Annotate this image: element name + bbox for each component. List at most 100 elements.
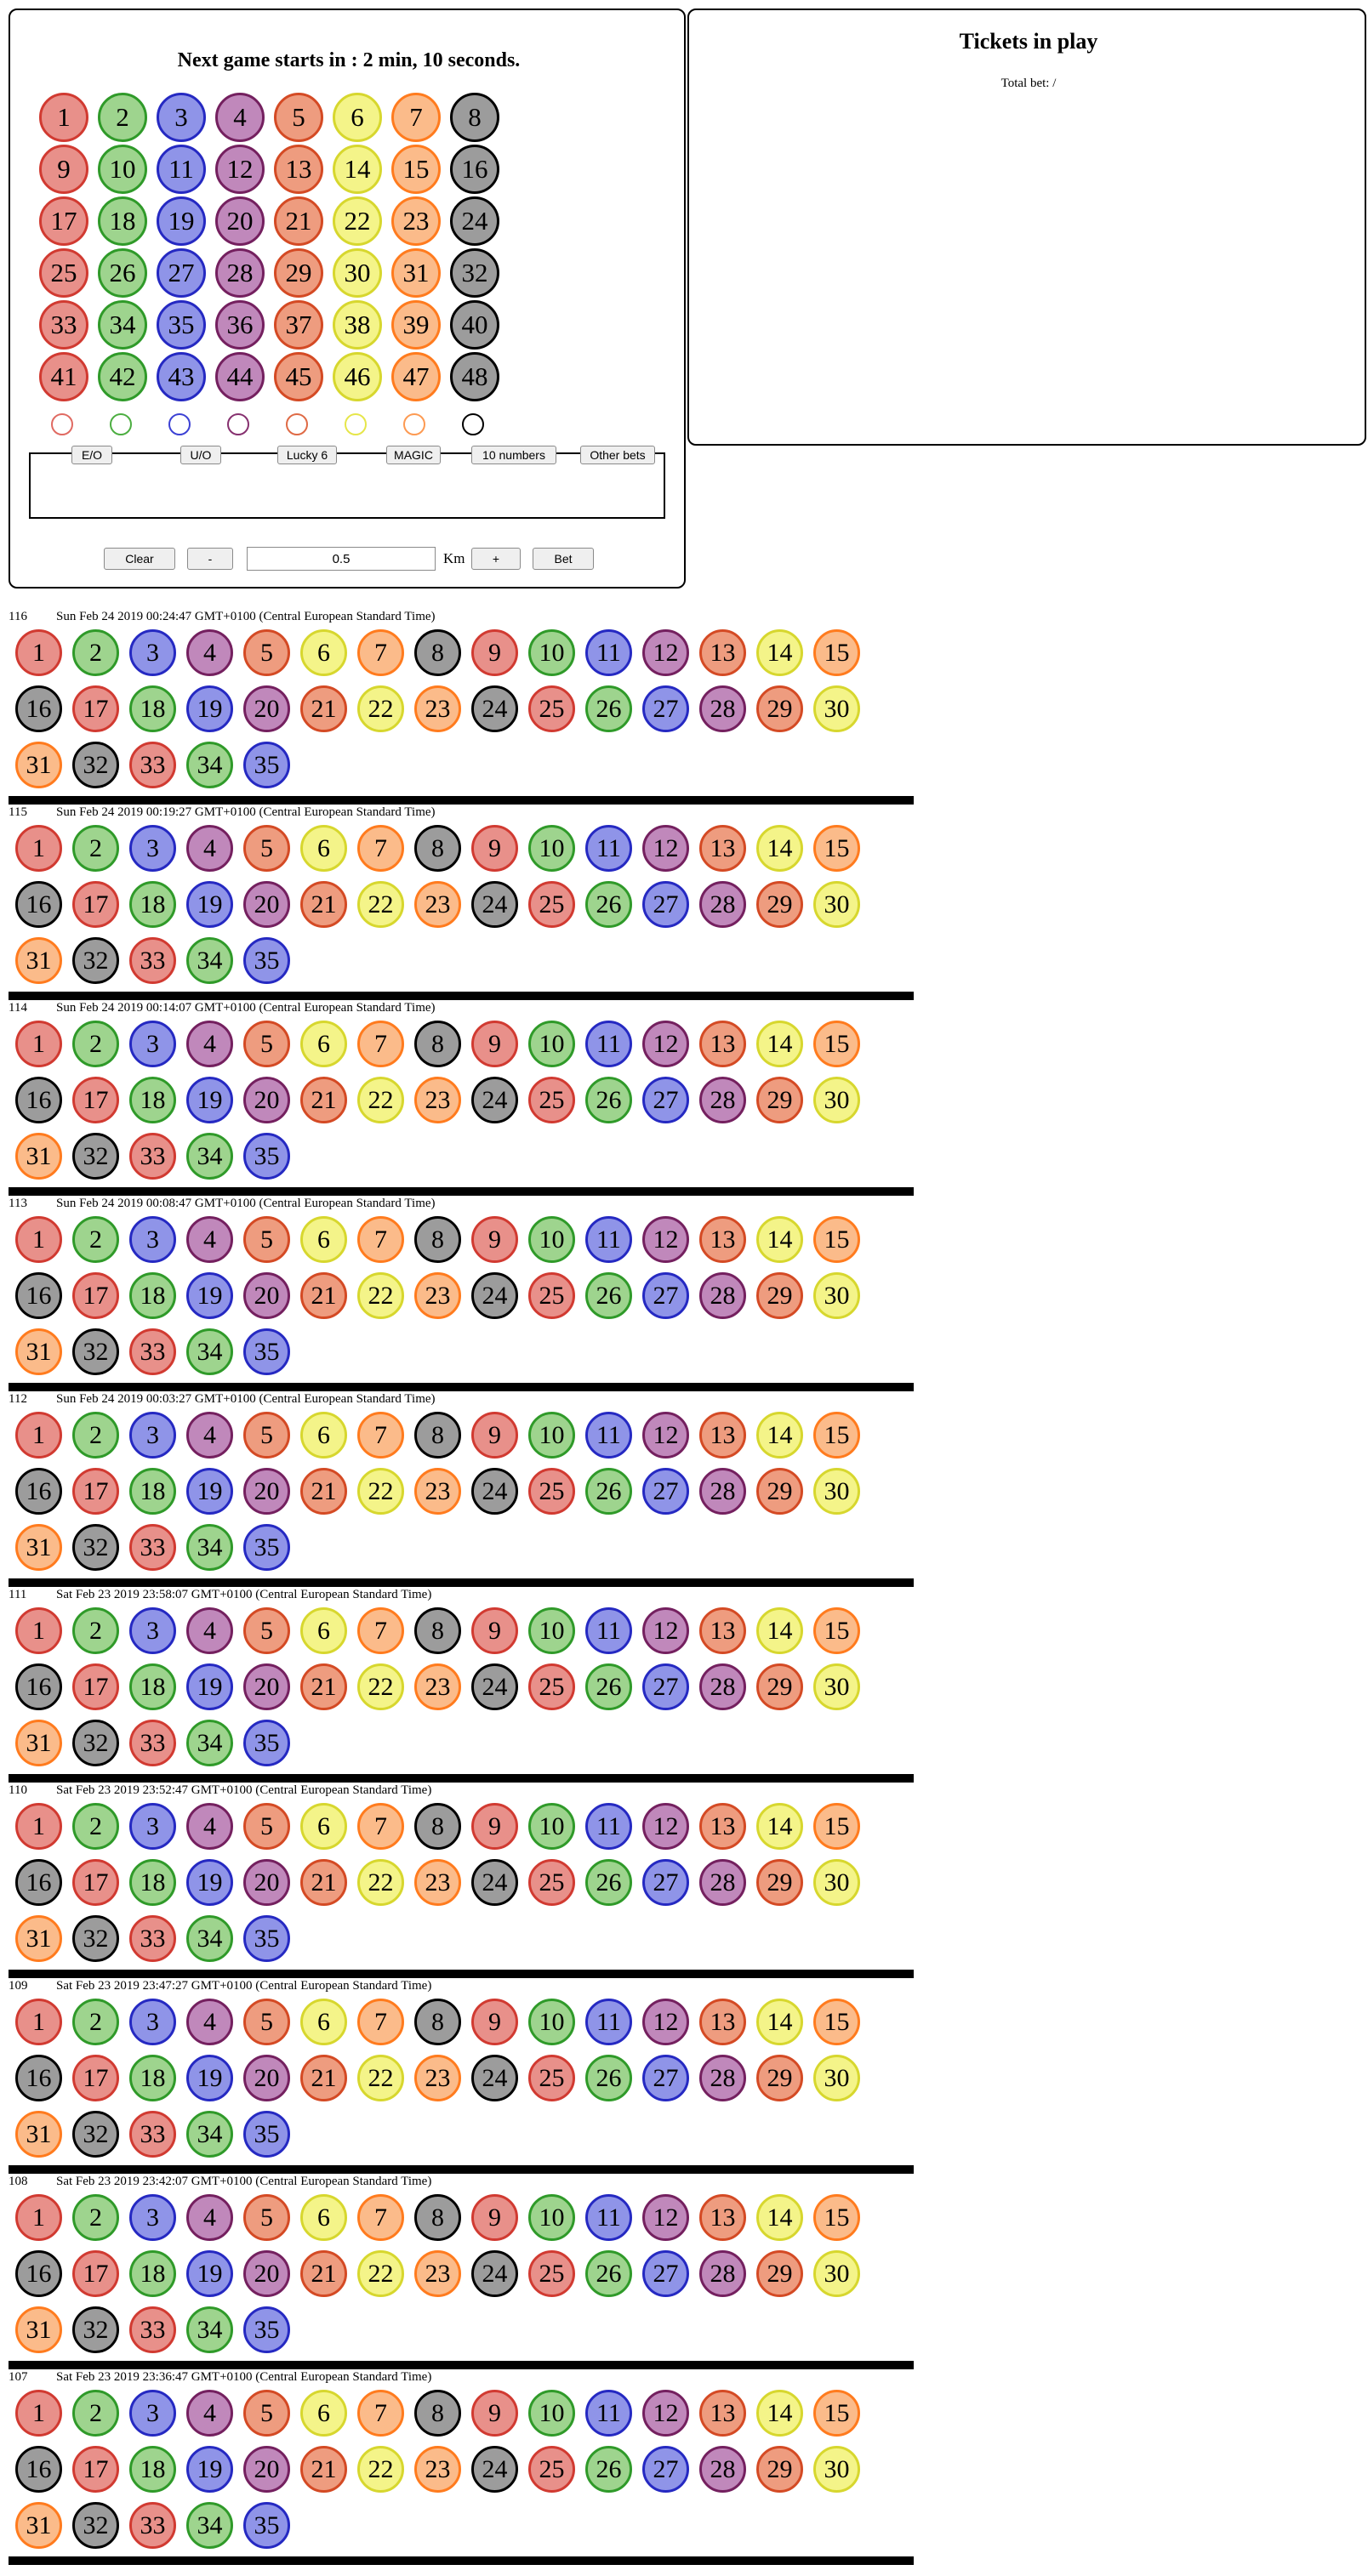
drawn-ball: 25 bbox=[528, 1468, 575, 1515]
number-ball-21[interactable]: 21 bbox=[274, 196, 323, 246]
number-ball-7[interactable]: 7 bbox=[391, 93, 441, 142]
number-ball-44[interactable]: 44 bbox=[215, 352, 265, 401]
number-ball-46[interactable]: 46 bbox=[333, 352, 382, 401]
number-ball-43[interactable]: 43 bbox=[157, 352, 206, 401]
drawn-ball: 8 bbox=[414, 1412, 461, 1459]
number-ball-34[interactable]: 34 bbox=[98, 300, 147, 350]
number-ball-38[interactable]: 38 bbox=[333, 300, 382, 350]
number-ball-19[interactable]: 19 bbox=[157, 196, 206, 246]
drawn-ball: 2 bbox=[72, 1021, 119, 1067]
drawn-ball: 9 bbox=[471, 1999, 518, 2045]
drawn-balls: 1 2 3 4 5 6 7 8 9 10 11 12 13 14 1516 17 18 19 20 21 22 23 24 2… bbox=[15, 1803, 917, 1971]
number-ball-20[interactable]: 20 bbox=[215, 196, 265, 246]
clear-button[interactable]: Clear bbox=[104, 548, 175, 570]
number-ball-6[interactable]: 6 bbox=[333, 93, 382, 142]
drawn-ball: 33 bbox=[129, 1915, 176, 1962]
number-ball-27[interactable]: 27 bbox=[157, 248, 206, 298]
tab-other-bets[interactable]: Other bets bbox=[580, 446, 655, 464]
number-ball-39[interactable]: 39 bbox=[391, 300, 441, 350]
number-ball-37[interactable]: 37 bbox=[274, 300, 323, 350]
round-id: 114 bbox=[9, 1001, 27, 1015]
number-ball-12[interactable]: 12 bbox=[215, 145, 265, 194]
number-ball-33[interactable]: 33 bbox=[39, 300, 88, 350]
drawn-ball: 29 bbox=[756, 881, 803, 928]
color-select-gray[interactable] bbox=[462, 413, 484, 435]
number-ball-25[interactable]: 25 bbox=[39, 248, 88, 298]
tab-magic[interactable]: MAGIC bbox=[386, 446, 441, 464]
number-ball-35[interactable]: 35 bbox=[157, 300, 206, 350]
number-ball-2[interactable]: 2 bbox=[98, 93, 147, 142]
drawn-ball: 22 bbox=[357, 1859, 404, 1906]
color-select-red[interactable] bbox=[51, 413, 73, 435]
drawn-ball: 10 bbox=[528, 1412, 575, 1459]
drawn-ball: 34 bbox=[186, 2306, 233, 2353]
number-ball-42[interactable]: 42 bbox=[98, 352, 147, 401]
drawn-ball: 19 bbox=[186, 2250, 233, 2297]
color-select-green[interactable] bbox=[110, 413, 132, 435]
increase-amount-button[interactable]: + bbox=[471, 548, 521, 570]
tab-lucky-6[interactable]: Lucky 6 bbox=[277, 446, 337, 464]
number-ball-26[interactable]: 26 bbox=[98, 248, 147, 298]
drawn-ball: 14 bbox=[756, 629, 803, 676]
number-ball-15[interactable]: 15 bbox=[391, 145, 441, 194]
drawn-ball: 4 bbox=[186, 2194, 233, 2241]
number-ball-24[interactable]: 24 bbox=[450, 196, 499, 246]
drawn-ball: 22 bbox=[357, 1272, 404, 1319]
drawn-ball: 8 bbox=[414, 1607, 461, 1654]
tab-10-numbers[interactable]: 10 numbers bbox=[471, 446, 556, 464]
number-ball-11[interactable]: 11 bbox=[157, 145, 206, 194]
drawn-ball: 1 bbox=[15, 1607, 62, 1654]
drawn-ball: 16 bbox=[15, 1077, 62, 1123]
tab-even-odd[interactable]: E/O bbox=[71, 446, 112, 464]
number-ball-8[interactable]: 8 bbox=[450, 93, 499, 142]
drawn-ball: 18 bbox=[129, 1077, 176, 1123]
history-round: 108 Sat Feb 23 2019 23:42:07 GMT+0100 (Ce… bbox=[0, 2172, 919, 2369]
tab-under-over[interactable]: U/O bbox=[180, 446, 221, 464]
number-ball-47[interactable]: 47 bbox=[391, 352, 441, 401]
number-ball-29[interactable]: 29 bbox=[274, 248, 323, 298]
drawn-ball: 27 bbox=[642, 1663, 689, 1710]
number-ball-30[interactable]: 30 bbox=[333, 248, 382, 298]
number-ball-9[interactable]: 9 bbox=[39, 145, 88, 194]
drawn-ball: 13 bbox=[699, 629, 746, 676]
number-ball-28[interactable]: 28 bbox=[215, 248, 265, 298]
drawn-ball: 28 bbox=[699, 1077, 746, 1123]
number-ball-4[interactable]: 4 bbox=[215, 93, 265, 142]
number-ball-31[interactable]: 31 bbox=[391, 248, 441, 298]
drawn-ball: 24 bbox=[471, 2250, 518, 2297]
number-ball-22[interactable]: 22 bbox=[333, 196, 382, 246]
bet-button[interactable]: Bet bbox=[533, 548, 594, 570]
round-header: 110 Sat Feb 23 2019 23:52:47 GMT+0100 (Ce… bbox=[9, 1781, 431, 1800]
number-ball-13[interactable]: 13 bbox=[274, 145, 323, 194]
drawn-balls: 1 2 3 4 5 6 7 8 9 10 11 12 13 14 1516 17 18 19 20 21 22 23 24 2… bbox=[15, 1999, 917, 2167]
number-ball-14[interactable]: 14 bbox=[333, 145, 382, 194]
number-ball-3[interactable]: 3 bbox=[157, 93, 206, 142]
number-ball-45[interactable]: 45 bbox=[274, 352, 323, 401]
color-select-purple[interactable] bbox=[227, 413, 249, 435]
color-select-blue[interactable] bbox=[168, 413, 191, 435]
number-ball-40[interactable]: 40 bbox=[450, 300, 499, 350]
bet-amount-input[interactable] bbox=[247, 547, 436, 571]
number-ball-48[interactable]: 48 bbox=[450, 352, 499, 401]
color-select-yellow[interactable] bbox=[345, 413, 367, 435]
number-ball-32[interactable]: 32 bbox=[450, 248, 499, 298]
number-ball-36[interactable]: 36 bbox=[215, 300, 265, 350]
number-ball-23[interactable]: 23 bbox=[391, 196, 441, 246]
number-ball-41[interactable]: 41 bbox=[39, 352, 88, 401]
round-header: 115 Sun Feb 24 2019 00:19:27 GMT+0100 (Ce… bbox=[9, 803, 436, 822]
drawn-ball: 14 bbox=[756, 1412, 803, 1459]
drawn-ball: 22 bbox=[357, 685, 404, 732]
number-ball-5[interactable]: 5 bbox=[274, 93, 323, 142]
number-ball-1[interactable]: 1 bbox=[39, 93, 88, 142]
number-ball-18[interactable]: 18 bbox=[98, 196, 147, 246]
drawn-ball: 35 bbox=[243, 742, 290, 788]
drawn-ball: 14 bbox=[756, 1999, 803, 2045]
number-ball-10[interactable]: 10 bbox=[98, 145, 147, 194]
number-ball-17[interactable]: 17 bbox=[39, 196, 88, 246]
color-select-salmon[interactable] bbox=[286, 413, 308, 435]
drawn-ball: 31 bbox=[15, 1915, 62, 1962]
number-ball-16[interactable]: 16 bbox=[450, 145, 499, 194]
board-row: 9 10 11 12 13 14 15 16 bbox=[39, 145, 509, 196]
color-select-orange[interactable] bbox=[403, 413, 425, 435]
decrease-amount-button[interactable]: - bbox=[187, 548, 233, 570]
